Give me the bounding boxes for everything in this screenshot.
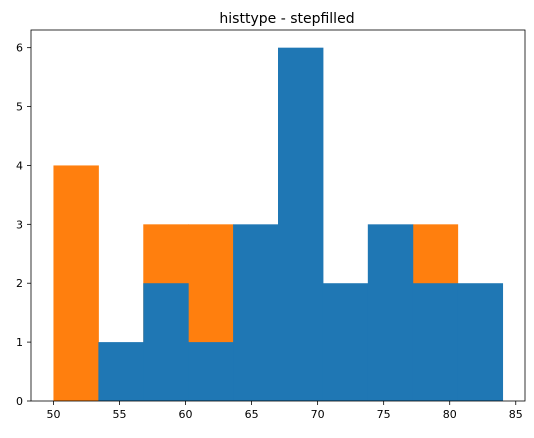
y-tick-label: 3 xyxy=(16,218,23,231)
x-tick-label: 80 xyxy=(443,408,457,421)
x-tick-label: 60 xyxy=(179,408,193,421)
chart-title: histtype - stepfilled xyxy=(219,11,354,27)
bar-series-2-bin-4 xyxy=(188,342,234,401)
x-tick-label: 65 xyxy=(245,408,259,421)
bar-series-1-bin-1 xyxy=(53,165,99,401)
bar-series-2-bin-2 xyxy=(98,342,144,401)
y-tick-label: 5 xyxy=(16,101,23,114)
y-tick-label: 2 xyxy=(16,277,23,290)
bar-series-2-bin-6 xyxy=(278,47,324,402)
bar-series-2-bin-7 xyxy=(322,283,369,401)
x-tick-label: 55 xyxy=(112,408,126,421)
y-tick-label: 4 xyxy=(16,159,23,172)
x-axis-ticks: 50 55 60 65 70 75 80 85 xyxy=(46,401,523,421)
plot-area xyxy=(53,47,504,402)
y-tick-label: 0 xyxy=(16,395,23,408)
y-axis-ticks: 0 1 2 3 4 5 6 xyxy=(16,42,31,408)
x-tick-label: 75 xyxy=(377,408,391,421)
axes-spines xyxy=(30,29,526,402)
bar-series-2-bin-5 xyxy=(233,224,279,401)
x-tick-label: 85 xyxy=(509,408,523,421)
x-tick-label: 50 xyxy=(46,408,60,421)
axes-frame xyxy=(30,29,526,402)
y-tick-label: 1 xyxy=(16,336,23,349)
bar-series-2-bin-10 xyxy=(457,283,504,401)
x-tick-label: 70 xyxy=(311,408,325,421)
bar-series-2-bin-8 xyxy=(367,224,414,401)
bar-series-2-bin-3 xyxy=(143,283,189,401)
bar-series-2-bin-9 xyxy=(412,283,459,401)
y-tick-label: 6 xyxy=(16,42,23,55)
